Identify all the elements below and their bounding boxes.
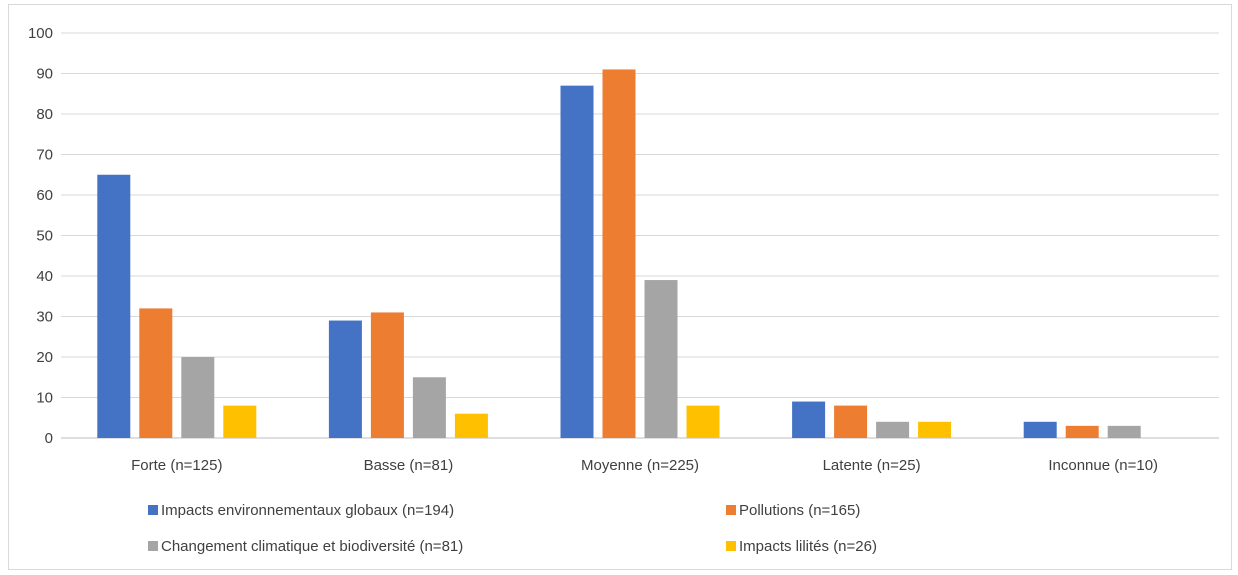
legend-label: Changement climatique et biodiversité (n… (161, 538, 463, 555)
gridlines (61, 32, 1219, 439)
bar (454, 413, 488, 438)
y-tick-label: 40 (36, 268, 53, 285)
bar (181, 357, 215, 438)
bar (602, 69, 636, 438)
y-tick-label: 0 (45, 430, 53, 447)
y-tick-label: 100 (28, 25, 53, 42)
legend: Impacts environnementaux globaux (n=194)… (148, 502, 877, 555)
x-tick-label: Basse (n=81) (364, 457, 454, 474)
bar (1023, 421, 1057, 438)
y-tick-label: 30 (36, 309, 53, 326)
legend-label: Impacts environnementaux globaux (n=194) (161, 502, 454, 519)
y-tick-label: 90 (36, 66, 53, 83)
bar (97, 174, 131, 438)
legend-swatch (148, 505, 158, 515)
y-tick-label: 80 (36, 106, 53, 123)
x-axis-ticks: Forte (n=125) Basse (n=81) Moyenne (n=225)… (131, 457, 1158, 474)
bar (223, 405, 257, 438)
x-tick-label: Latente (n=25) (823, 457, 921, 474)
x-tick-label: Inconnue (n=10) (1048, 457, 1158, 474)
x-tick-label: Moyenne (n=225) (581, 457, 699, 474)
y-tick-label: 20 (36, 349, 53, 366)
legend-swatch (726, 541, 736, 551)
y-tick-label: 70 (36, 147, 53, 164)
y-tick-label: 50 (36, 228, 53, 245)
bar (370, 312, 404, 438)
bar (412, 377, 446, 438)
bar (792, 401, 826, 438)
bar (1107, 425, 1141, 438)
bar (328, 320, 362, 438)
bar (876, 421, 910, 438)
legend-swatch (148, 541, 158, 551)
bar (918, 421, 952, 438)
x-tick-label: Forte (n=125) (131, 457, 222, 474)
y-axis-ticks: 0 10 20 30 40 50 60 70 80 90 100 (28, 25, 53, 447)
bar (686, 405, 720, 438)
bar (644, 280, 678, 438)
bar (560, 85, 594, 439)
legend-label: Pollutions (n=165) (739, 502, 860, 519)
y-tick-label: 10 (36, 390, 53, 407)
bars (97, 69, 1141, 439)
bar (139, 308, 173, 438)
bar (834, 405, 868, 438)
legend-swatch (726, 505, 736, 515)
bar (1065, 425, 1099, 438)
bar-chart: 0 10 20 30 40 50 60 70 80 90 100 Forte (n=125) Bass… (28, 25, 1219, 555)
y-tick-label: 60 (36, 187, 53, 204)
legend-label: Impacts lilités (n=26) (739, 538, 877, 555)
chart-frame: 0 10 20 30 40 50 60 70 80 90 100 Forte (n=125) Bass… (8, 4, 1232, 570)
